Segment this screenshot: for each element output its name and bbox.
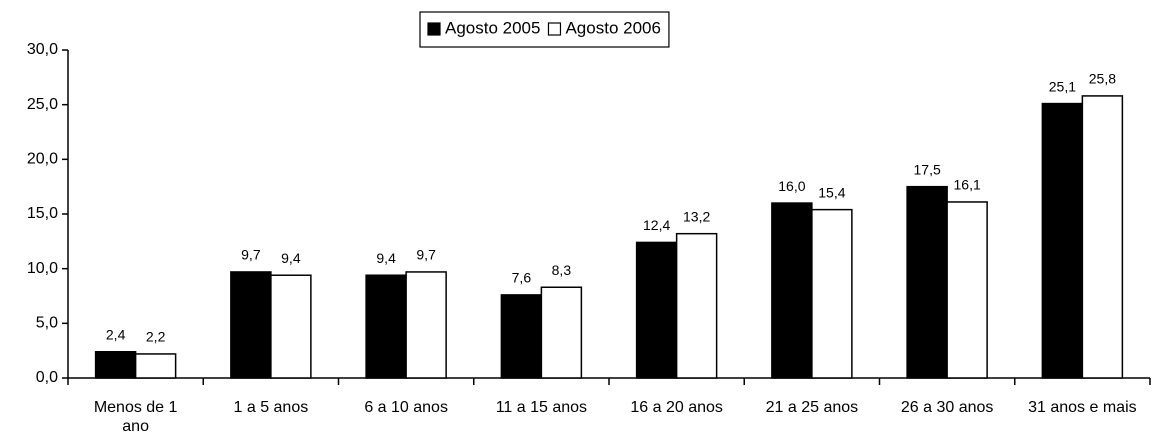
value-label: 16,1	[954, 177, 981, 193]
bar	[811, 208, 853, 379]
bar	[635, 241, 678, 379]
bar	[230, 271, 272, 379]
value-label: 17,5	[914, 161, 941, 177]
value-label: 13,2	[683, 208, 710, 224]
x-tick-label: 6 a 10 anos	[364, 399, 448, 416]
legend: Agosto 2005 Agosto 2006	[419, 11, 670, 48]
value-label: 9,4	[281, 250, 301, 266]
bar	[270, 274, 312, 379]
value-label: 25,1	[1049, 78, 1076, 94]
y-tick-label: 5,0	[36, 315, 58, 332]
bar	[675, 232, 718, 379]
value-label: 12,4	[643, 217, 670, 233]
bar	[946, 201, 988, 379]
bar	[906, 185, 948, 379]
x-tick-label: Menos de 1 ano	[93, 399, 178, 435]
y-tick-label: 30,0	[27, 41, 58, 58]
y-tick-label: 20,0	[27, 151, 58, 168]
bar	[1081, 95, 1124, 379]
value-label: 9,7	[241, 247, 261, 263]
value-label: 2,2	[146, 329, 166, 345]
bar	[500, 294, 543, 379]
bar	[1041, 102, 1084, 379]
x-tick-label: 26 a 30 anos	[900, 399, 994, 416]
legend-label: Agosto 2005	[445, 18, 540, 37]
value-label: 16,0	[778, 178, 805, 194]
x-tick-label: 31 anos e mais	[1028, 399, 1137, 416]
x-tick-label: 16 a 20 anos	[630, 399, 723, 416]
value-label: 25,8	[1089, 71, 1116, 87]
y-tick-label: 15,0	[27, 205, 58, 222]
x-tick-label: 11 a 15 anos	[495, 399, 588, 416]
bar	[405, 271, 447, 379]
bar	[134, 353, 177, 379]
bar	[94, 351, 137, 379]
x-tick-label: 1 a 5 anos	[233, 399, 309, 416]
bar	[771, 202, 813, 379]
legend-swatch	[547, 22, 562, 36]
y-tick-label: 25,0	[27, 96, 58, 113]
value-label: 7,6	[512, 270, 532, 286]
value-label: 9,4	[376, 250, 396, 266]
y-tick-label: 0,0	[36, 369, 58, 386]
x-tick-label: 21 a 25 anos	[765, 399, 859, 416]
bar	[540, 286, 583, 379]
y-tick-label: 10,0	[27, 260, 58, 277]
legend-label: Agosto 2006	[565, 18, 660, 37]
legend-swatch	[427, 22, 441, 36]
value-label: 9,7	[416, 247, 436, 263]
legend-box	[419, 11, 670, 48]
value-label: 15,4	[818, 184, 845, 200]
bar	[365, 274, 407, 379]
value-label: 8,3	[552, 262, 572, 278]
value-label: 2,4	[106, 326, 126, 342]
